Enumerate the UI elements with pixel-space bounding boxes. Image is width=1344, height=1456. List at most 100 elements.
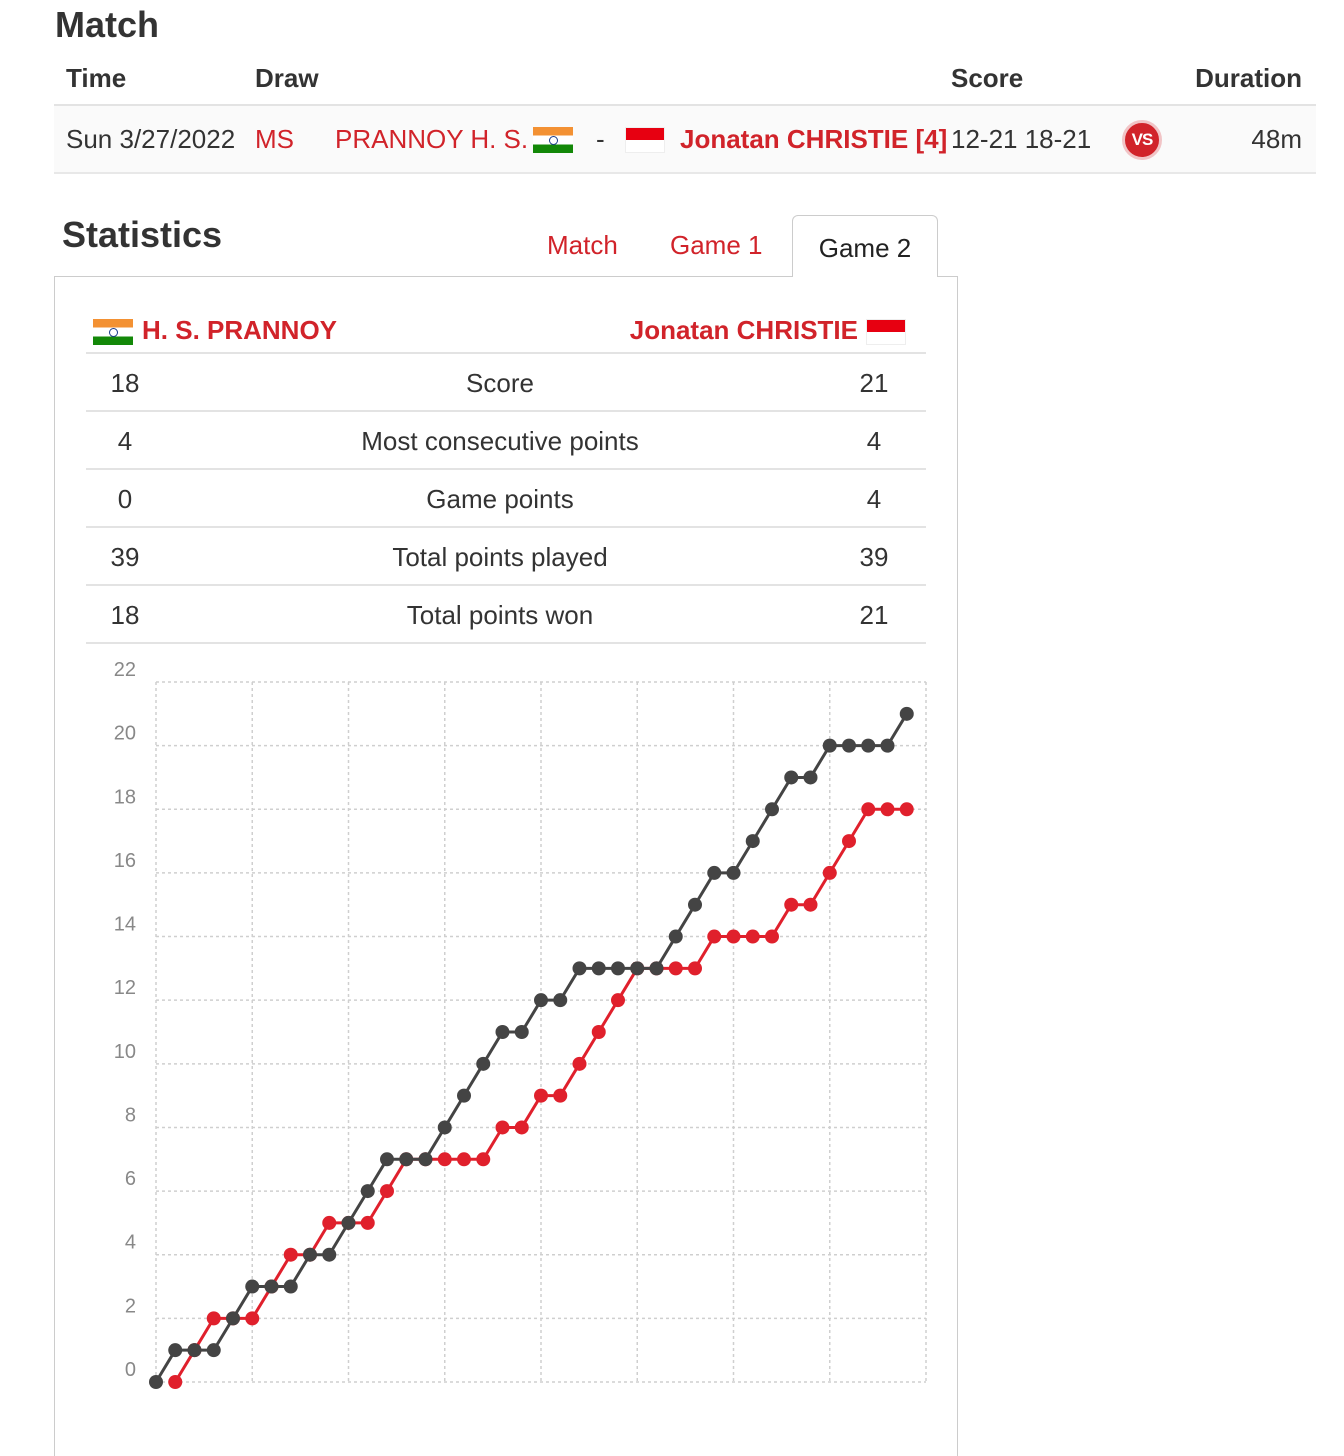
match-score: 12-21 18-21 [951, 124, 1092, 154]
stat-left-value: 0 [117, 484, 133, 514]
series-1-point [168, 1375, 183, 1389]
stat-label: Most consecutive points [361, 426, 639, 456]
tab-game-2[interactable]: Game 2 [792, 215, 938, 277]
stat-row-game-points: 0 Game points 4 [86, 470, 926, 528]
series-0-point [688, 897, 702, 912]
series-1-point [611, 993, 625, 1008]
series-0-point [803, 770, 818, 785]
player-right-name[interactable]: Jonatan CHRISTIE [629, 315, 858, 345]
series-0-point [437, 1120, 452, 1135]
series-1-point [437, 1152, 452, 1167]
match-section-title: Match [55, 4, 160, 45]
player2-link[interactable]: Jonatan CHRISTIE [4] [680, 124, 948, 154]
series-0-point [534, 993, 548, 1008]
series-1-point [803, 897, 818, 912]
series-0-point [360, 1184, 375, 1199]
series-1-point [476, 1152, 491, 1167]
header-time: Time [66, 63, 127, 93]
stat-right-value: 39 [859, 542, 889, 572]
y-tick-label: 22 [114, 659, 136, 681]
series-0-point [303, 1247, 317, 1262]
series-1-point [572, 1056, 587, 1071]
indonesia-flag-icon [625, 127, 665, 153]
tab-match[interactable]: Match [547, 230, 618, 260]
series-1-point [514, 1120, 529, 1135]
series-0-point [668, 929, 683, 944]
y-tick-label: 16 [114, 850, 136, 872]
stat-label: Score [466, 368, 534, 398]
y-tick-label: 8 [125, 1104, 136, 1126]
series-0-point [206, 1343, 221, 1358]
header-duration: Duration [1195, 63, 1302, 93]
series-1-point [360, 1215, 375, 1230]
stat-left-value: 18 [110, 368, 140, 398]
vs-icon[interactable]: VS [1122, 120, 1162, 160]
tab-game-1[interactable]: Game 1 [670, 230, 763, 260]
series-0-point [707, 865, 722, 880]
series-0-point [418, 1152, 433, 1167]
series-1-point [707, 929, 722, 944]
indonesia-flag-icon [866, 319, 906, 345]
y-tick-label: 14 [114, 914, 136, 936]
series-1-point [534, 1088, 548, 1103]
series-0-point [514, 1025, 529, 1039]
y-tick-label: 18 [114, 786, 136, 808]
player-left-name[interactable]: H. S. PRANNOY [142, 315, 338, 345]
series-1-point [245, 1311, 260, 1326]
series-1-point [553, 1088, 568, 1103]
series-1-point [206, 1311, 221, 1326]
stat-row-points-won: 18 Total points won 21 [86, 586, 926, 644]
series-0-point [341, 1215, 356, 1230]
stat-label: Game points [426, 484, 574, 514]
series-1-point [745, 929, 760, 944]
player1-link[interactable]: PRANNOY H. S. [335, 124, 529, 154]
series-1-point [861, 802, 876, 817]
statistics-panel [54, 276, 958, 1456]
y-tick-label: 10 [114, 1041, 136, 1063]
series-0-point [264, 1279, 279, 1294]
series-0-point [822, 738, 837, 753]
series-1-point [726, 929, 741, 944]
match-table-header: Time Draw Score Duration [54, 52, 1316, 106]
stat-right-value: 21 [859, 368, 889, 398]
series-1-point [784, 897, 799, 912]
stat-label: Total points played [392, 542, 608, 572]
series-1-point [765, 929, 779, 944]
series-1-point [495, 1120, 510, 1135]
stat-left-value: 18 [110, 600, 140, 630]
match-table: Time Draw Score Duration Sun 3/27/2022 M… [54, 52, 1316, 174]
series-0-point [630, 961, 645, 976]
series-0-point [245, 1279, 260, 1294]
series-0-point [842, 738, 856, 753]
match-duration: 48m [1251, 124, 1302, 154]
series-1-point [457, 1152, 471, 1167]
stat-row-points-played: 39 Total points played 39 [86, 528, 926, 586]
stat-right-value: 4 [866, 426, 882, 456]
match-row[interactable]: Sun 3/27/2022 MS PRANNOY H. S. - Jonatan… [54, 106, 1316, 174]
stat-right-value: 4 [866, 484, 882, 514]
series-0-point [187, 1343, 202, 1358]
series-0-point [380, 1152, 394, 1167]
series-0-point [861, 738, 876, 753]
stat-right-value: 21 [859, 600, 889, 630]
y-tick-label: 4 [125, 1232, 136, 1254]
players-header: H. S. PRANNOY Jonatan CHRISTIE [86, 310, 926, 354]
series-0-point [283, 1279, 298, 1294]
draw-link[interactable]: MS [255, 124, 294, 154]
y-tick-label: 0 [125, 1359, 136, 1381]
series-1-point [842, 834, 856, 849]
series-0-point [611, 961, 625, 976]
series-0-point [880, 738, 895, 753]
series-1-point [822, 865, 837, 880]
stat-left-value: 39 [110, 542, 140, 572]
series-1-point [899, 802, 914, 817]
series-1-point [322, 1215, 337, 1230]
score-progression-chart: 0 2 4 6 8 10 12 14 16 18 20 22 [114, 659, 927, 1389]
series-0-point [553, 993, 568, 1008]
header-score: Score [951, 63, 1024, 93]
series-0-point [899, 706, 914, 721]
series-0-point [591, 961, 606, 976]
series-0-point [572, 961, 587, 976]
series-1-point [591, 1025, 606, 1039]
stat-left-value: 4 [117, 426, 133, 456]
